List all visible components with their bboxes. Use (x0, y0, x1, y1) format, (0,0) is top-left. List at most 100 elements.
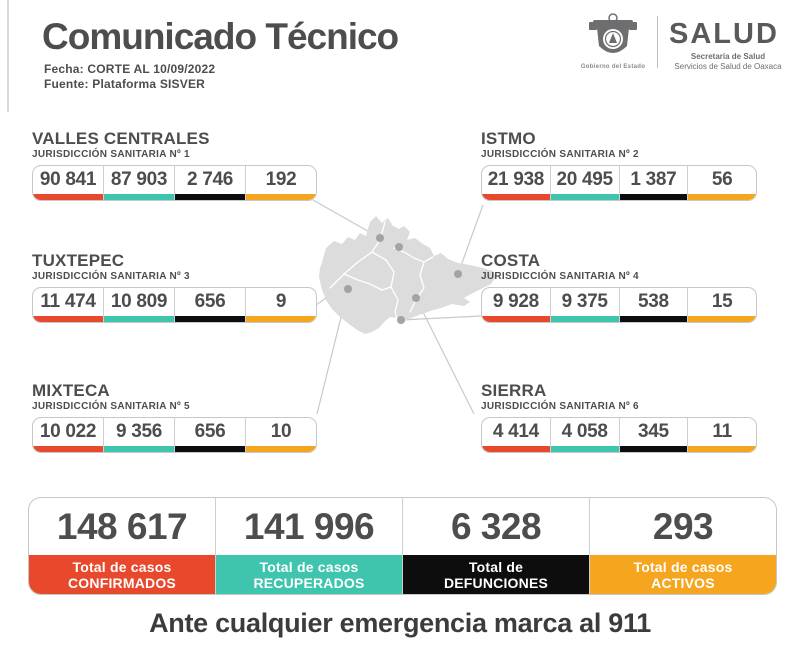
left-edge-rule (7, 0, 9, 112)
confirmed-cell: 90 841 (33, 166, 104, 200)
region-costa: COSTA JURISDICCIÓN SANITARIA Nº 4 9 928 … (481, 252, 757, 323)
recovered-cell: 10 809 (104, 288, 175, 322)
deaths-value: 1 387 (630, 169, 677, 190)
government-caption: Gobierno del Estado (580, 64, 646, 70)
region-stat-box: 9 928 9 375 538 15 (481, 287, 757, 323)
region-jurisdiction: JURISDICCIÓN SANITARIA Nº 4 (481, 271, 639, 282)
region-name: SIERRA (481, 381, 547, 400)
recovered-value: 87 903 (110, 169, 168, 190)
total-active: 293 Total de casos ACTIVOS (590, 498, 776, 594)
deaths-cell: 538 (619, 288, 689, 322)
region-stat-box: 4 414 4 058 345 11 (481, 417, 757, 453)
confirmed-value: 9 928 (492, 291, 539, 312)
label-line1: Total de casos (259, 558, 359, 575)
total-deaths-value: 6 328 (450, 505, 542, 547)
recovered-value: 4 058 (561, 421, 608, 442)
recovered-value: 10 809 (110, 291, 168, 312)
confirmed-value: 11 474 (40, 291, 96, 312)
active-value: 11 (712, 421, 732, 442)
region-name: MIXTECA (32, 381, 110, 400)
recovered-strip (104, 194, 174, 200)
region-jurisdiction: JURISDICCIÓN SANITARIA Nº 6 (481, 401, 639, 412)
region-mixteca: MIXTECA JURISDICCIÓN SANITARIA Nº 5 10 0… (32, 382, 317, 453)
state-totals-bar: 148 617 Total de casos CONFIRMADOS 141 9… (28, 497, 777, 595)
confirmed-value: 10 022 (39, 421, 97, 442)
recovered-value: 9 375 (561, 291, 608, 312)
region-valles-centrales: VALLES CENTRALES JURISDICCIÓN SANITARIA … (32, 130, 317, 201)
recovered-strip (104, 446, 174, 452)
total-recovered-label: Total de casos RECUPERADOS (216, 555, 402, 594)
total-recovered: 141 996 Total de casos RECUPERADOS (216, 498, 403, 594)
recovered-strip (550, 446, 619, 452)
report-source: Fuente: Plataforma SISVER (44, 77, 206, 91)
page-title: Comunicado Técnico (42, 16, 399, 57)
active-strip (688, 194, 756, 200)
active-value: 192 (265, 169, 297, 190)
deaths-cell: 656 (175, 418, 246, 452)
deaths-cell: 345 (619, 418, 689, 452)
report-date: Fecha: CORTE AL 10/09/2022 (44, 62, 216, 76)
deaths-strip (619, 194, 688, 200)
region-jurisdiction: JURISDICCIÓN SANITARIA Nº 2 (481, 149, 639, 160)
total-confirmed-label: Total de casos CONFIRMADOS (29, 555, 215, 594)
active-value: 15 (711, 291, 733, 312)
label-line1: Total de casos (72, 558, 172, 575)
logo-divider (657, 16, 658, 68)
active-cell: 192 (246, 166, 316, 200)
salud-wordmark: SALUD (669, 18, 779, 50)
active-strip (688, 316, 756, 322)
confirmed-strip (482, 194, 550, 200)
recovered-strip (104, 316, 174, 322)
label-line1: Total de (468, 558, 524, 575)
region-sierra: SIERRA JURISDICCIÓN SANITARIA Nº 6 4 414… (481, 382, 757, 453)
region-name: COSTA (481, 251, 541, 270)
confirmed-cell: 9 928 (482, 288, 551, 322)
region-tuxtepec: TUXTEPEC JURISDICCIÓN SANITARIA Nº 3 11 … (32, 252, 317, 323)
total-deaths: 6 328 Total de DEFUNCIONES (403, 498, 590, 594)
confirmed-strip (33, 194, 103, 200)
label-line2: DEFUNCIONES (443, 574, 549, 591)
recovered-cell: 20 495 (550, 166, 620, 200)
region-name: ISTMO (481, 129, 536, 148)
recovered-value: 20 495 (556, 169, 613, 190)
deaths-strip (175, 194, 245, 200)
active-cell: 15 (688, 288, 756, 322)
region-stat-box: 21 938 20 495 1 387 56 (481, 165, 757, 201)
total-deaths-label: Total de DEFUNCIONES (403, 555, 589, 594)
active-cell: 11 (688, 418, 756, 452)
jurisdiction-dots (344, 234, 462, 324)
total-confirmed: 148 617 Total de casos CONFIRMADOS (29, 498, 216, 594)
active-cell: 9 (246, 288, 316, 322)
confirmed-value: 90 841 (39, 169, 97, 190)
active-cell: 10 (246, 418, 316, 452)
region-jurisdiction: JURISDICCIÓN SANITARIA Nº 1 (32, 149, 190, 160)
label-line1: Total de casos (633, 558, 733, 575)
region-stat-box: 10 022 9 356 656 10 (32, 417, 317, 453)
deaths-strip (175, 446, 245, 452)
confirmed-cell: 4 414 (482, 418, 551, 452)
label-line2: CONFIRMADOS (68, 574, 176, 591)
deaths-value: 656 (194, 291, 226, 312)
confirmed-cell: 11 474 (33, 288, 104, 322)
region-stat-box: 11 474 10 809 656 9 (32, 287, 317, 323)
region-jurisdiction: JURISDICCIÓN SANITARIA Nº 5 (32, 401, 190, 412)
recovered-cell: 4 058 (550, 418, 620, 452)
deaths-cell: 1 387 (619, 166, 689, 200)
recovered-value: 9 356 (115, 421, 163, 442)
active-strip (688, 446, 756, 452)
confirmed-value: 4 414 (492, 421, 539, 442)
deaths-value: 2 746 (186, 169, 234, 190)
recovered-cell: 9 356 (104, 418, 175, 452)
deaths-strip (619, 316, 688, 322)
confirmed-strip (33, 446, 103, 452)
region-name: TUXTEPEC (32, 251, 125, 270)
active-strip (246, 316, 316, 322)
recovered-cell: 9 375 (550, 288, 620, 322)
active-value: 56 (711, 169, 733, 190)
total-recovered-value: 141 996 (243, 505, 375, 547)
emergency-banner: Ante cualquier emergencia marca al 911 (149, 608, 651, 638)
region-jurisdiction: JURISDICCIÓN SANITARIA Nº 3 (32, 271, 190, 282)
total-active-value: 293 (652, 505, 714, 547)
servicios-line: Servicios de Salud de Oaxaca (674, 62, 782, 71)
